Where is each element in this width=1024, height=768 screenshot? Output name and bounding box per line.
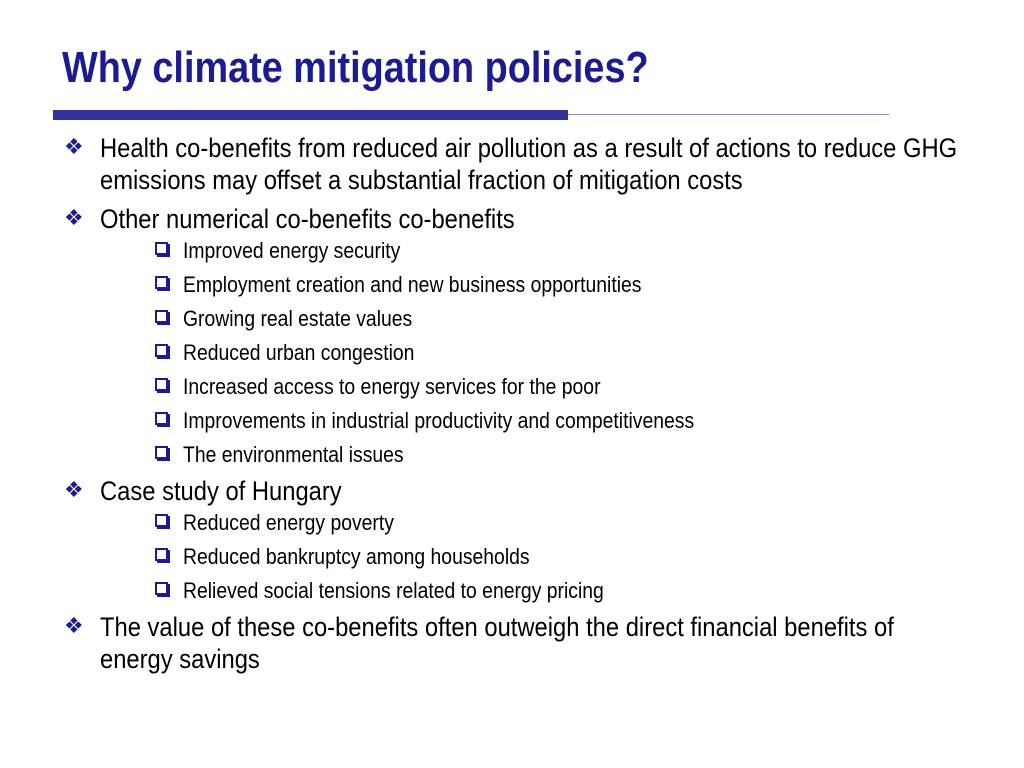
- hollow-square-bullet-icon: [155, 378, 168, 391]
- hollow-square-bullet-icon: [155, 412, 168, 425]
- hollow-square-bullet-icon: [155, 310, 168, 323]
- sub-bullet-item: Reduced energy poverty: [100, 509, 972, 536]
- sub-bullet-text: Improved energy security: [183, 238, 401, 263]
- bullet-text: Case study of Hungary: [100, 476, 342, 506]
- sub-bullet-text: Reduced energy poverty: [183, 510, 394, 535]
- four-diamond-bullet-icon: ❖: [64, 134, 84, 159]
- bullet-text: Health co-benefits from reduced air poll…: [100, 133, 958, 195]
- sub-bullet-item: Reduced bankruptcy among households: [100, 543, 972, 570]
- four-diamond-bullet-icon: ❖: [64, 613, 84, 638]
- sub-bullet-item: Growing real estate values: [100, 305, 972, 332]
- bullet-item: ❖ Other numerical co-benefits co-benefit…: [62, 203, 972, 468]
- sub-bullet-item: The environmental issues: [100, 441, 972, 468]
- sub-bullet-text: Growing real estate values: [183, 306, 413, 331]
- sub-bullet-item: Increased access to energy services for …: [100, 373, 972, 400]
- hollow-square-bullet-icon: [155, 582, 168, 595]
- hollow-square-bullet-icon: [155, 514, 168, 527]
- sub-bullet-item: Reduced urban congestion: [100, 339, 972, 366]
- slide-title: Why climate mitigation policies?: [62, 43, 649, 92]
- title-underline: [53, 110, 889, 120]
- title-underline-thick: [53, 110, 568, 120]
- bullet-list: ❖ Health co-benefits from reduced air po…: [62, 132, 972, 675]
- bullet-item: ❖ Health co-benefits from reduced air po…: [62, 132, 972, 196]
- bullet-text: The value of these co-benefits often out…: [100, 612, 894, 674]
- sub-bullet-text: Improvements in industrial productivity …: [183, 408, 695, 433]
- slide-body: ❖ Health co-benefits from reduced air po…: [62, 132, 972, 682]
- sub-bullet-list: Reduced energy poverty Reduced bankruptc…: [100, 509, 972, 604]
- sub-bullet-text: Increased access to energy services for …: [183, 374, 601, 399]
- hollow-square-bullet-icon: [155, 548, 168, 561]
- sub-bullet-text: The environmental issues: [183, 442, 404, 467]
- hollow-square-bullet-icon: [155, 276, 168, 289]
- sub-bullet-text: Reduced urban congestion: [183, 340, 415, 365]
- bullet-item: ❖ Case study of Hungary Reduced energy p…: [62, 475, 972, 604]
- sub-bullet-text: Reduced bankruptcy among households: [183, 544, 530, 569]
- hollow-square-bullet-icon: [155, 344, 168, 357]
- hollow-square-bullet-icon: [155, 242, 168, 255]
- four-diamond-bullet-icon: ❖: [64, 477, 84, 502]
- sub-bullet-item: Improved energy security: [100, 237, 972, 264]
- four-diamond-bullet-icon: ❖: [64, 205, 84, 230]
- bullet-item: ❖ The value of these co-benefits often o…: [62, 611, 972, 675]
- sub-bullet-item: Improvements in industrial productivity …: [100, 407, 972, 434]
- sub-bullet-item: Relieved social tensions related to ener…: [100, 577, 972, 604]
- sub-bullet-item: Employment creation and new business opp…: [100, 271, 972, 298]
- hollow-square-bullet-icon: [155, 446, 168, 459]
- bullet-text: Other numerical co-benefits co-benefits: [100, 204, 515, 234]
- sub-bullet-list: Improved energy security Employment crea…: [100, 237, 972, 468]
- sub-bullet-text: Employment creation and new business opp…: [183, 272, 642, 297]
- sub-bullet-text: Relieved social tensions related to ener…: [183, 578, 604, 603]
- title-underline-thin: [568, 114, 889, 115]
